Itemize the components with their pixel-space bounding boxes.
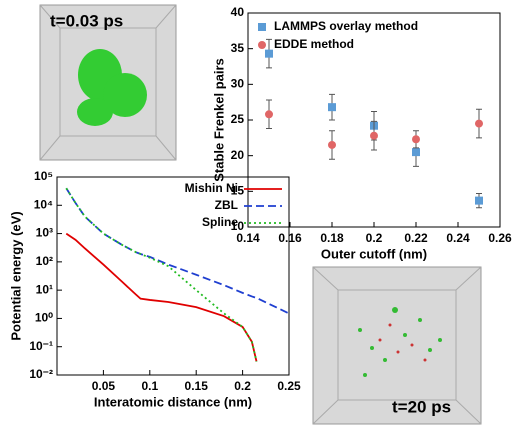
y-tick-label: 10⁰ <box>35 311 53 325</box>
x-tick-label: 0.26 <box>488 231 512 245</box>
line <box>65 232 258 362</box>
x-axis-label: Interatomic distance (nm) <box>94 394 252 409</box>
line <box>65 187 290 315</box>
y-tick-label: 10⁻² <box>29 367 53 381</box>
y-tick-label: 10³ <box>36 226 53 240</box>
x-tick-label: 0.05 <box>92 379 116 393</box>
y-tick-label: 35 <box>231 41 245 55</box>
x-tick-label: 0.14 <box>236 231 260 245</box>
legend-label: EDDE method <box>274 37 354 51</box>
marker <box>412 148 420 157</box>
y-tick-label: 10¹ <box>36 282 53 296</box>
x-tick-label: 0.16 <box>278 231 302 245</box>
x-tick-label: 0.22 <box>404 231 428 245</box>
x-tick-label: 0.18 <box>320 231 344 245</box>
y-tick-label: 40 <box>231 5 245 19</box>
legend-label: Spline <box>202 215 238 229</box>
x-tick-label: 0.25 <box>277 379 301 393</box>
marker <box>265 110 273 119</box>
legend-marker <box>258 41 266 49</box>
legend-marker <box>258 23 266 31</box>
legend-label: ZBL <box>215 198 238 212</box>
line <box>65 187 258 362</box>
marker <box>475 196 483 205</box>
y-tick-label: 10 <box>231 219 245 233</box>
x-axis-label: Outer cutoff (nm) <box>321 246 427 261</box>
x-tick-label: 0.2 <box>234 379 251 393</box>
x-tick-label: 0.1 <box>141 379 158 393</box>
marker <box>412 135 420 144</box>
y-tick-label: 10⁻¹ <box>29 339 53 353</box>
x-tick-label: 0.24 <box>446 231 470 245</box>
y-tick-label: 20 <box>231 148 245 162</box>
snapshot-top: t=0.03 ps <box>39 4 177 161</box>
y-tick-label: 10⁴ <box>34 197 53 211</box>
legend-label: LAMMPS overlay method <box>274 19 418 33</box>
y-tick-label: 15 <box>231 184 245 198</box>
marker <box>328 103 336 112</box>
marker <box>328 140 336 149</box>
snapshot-bottom: t=20 ps <box>312 266 482 425</box>
y-tick-label: 10² <box>36 254 53 268</box>
y-tick-label: 25 <box>231 112 245 126</box>
marker <box>475 119 483 128</box>
x-tick-label: 0.15 <box>185 379 209 393</box>
plot-frame <box>56 176 290 376</box>
legend-label: Mishin Ni <box>185 181 238 195</box>
y-axis-label: Potential energy (eV) <box>8 211 23 340</box>
marker <box>265 49 273 58</box>
marker <box>370 131 378 140</box>
snapshot-label: t=0.03 ps <box>50 11 123 30</box>
snapshot-label: t=20 ps <box>392 397 451 416</box>
x-tick-label: 0.2 <box>366 231 383 245</box>
y-tick-label: 10⁵ <box>34 169 53 183</box>
y-axis-label: Stable Frenkel pairs <box>211 58 226 182</box>
y-tick-label: 30 <box>231 77 245 91</box>
